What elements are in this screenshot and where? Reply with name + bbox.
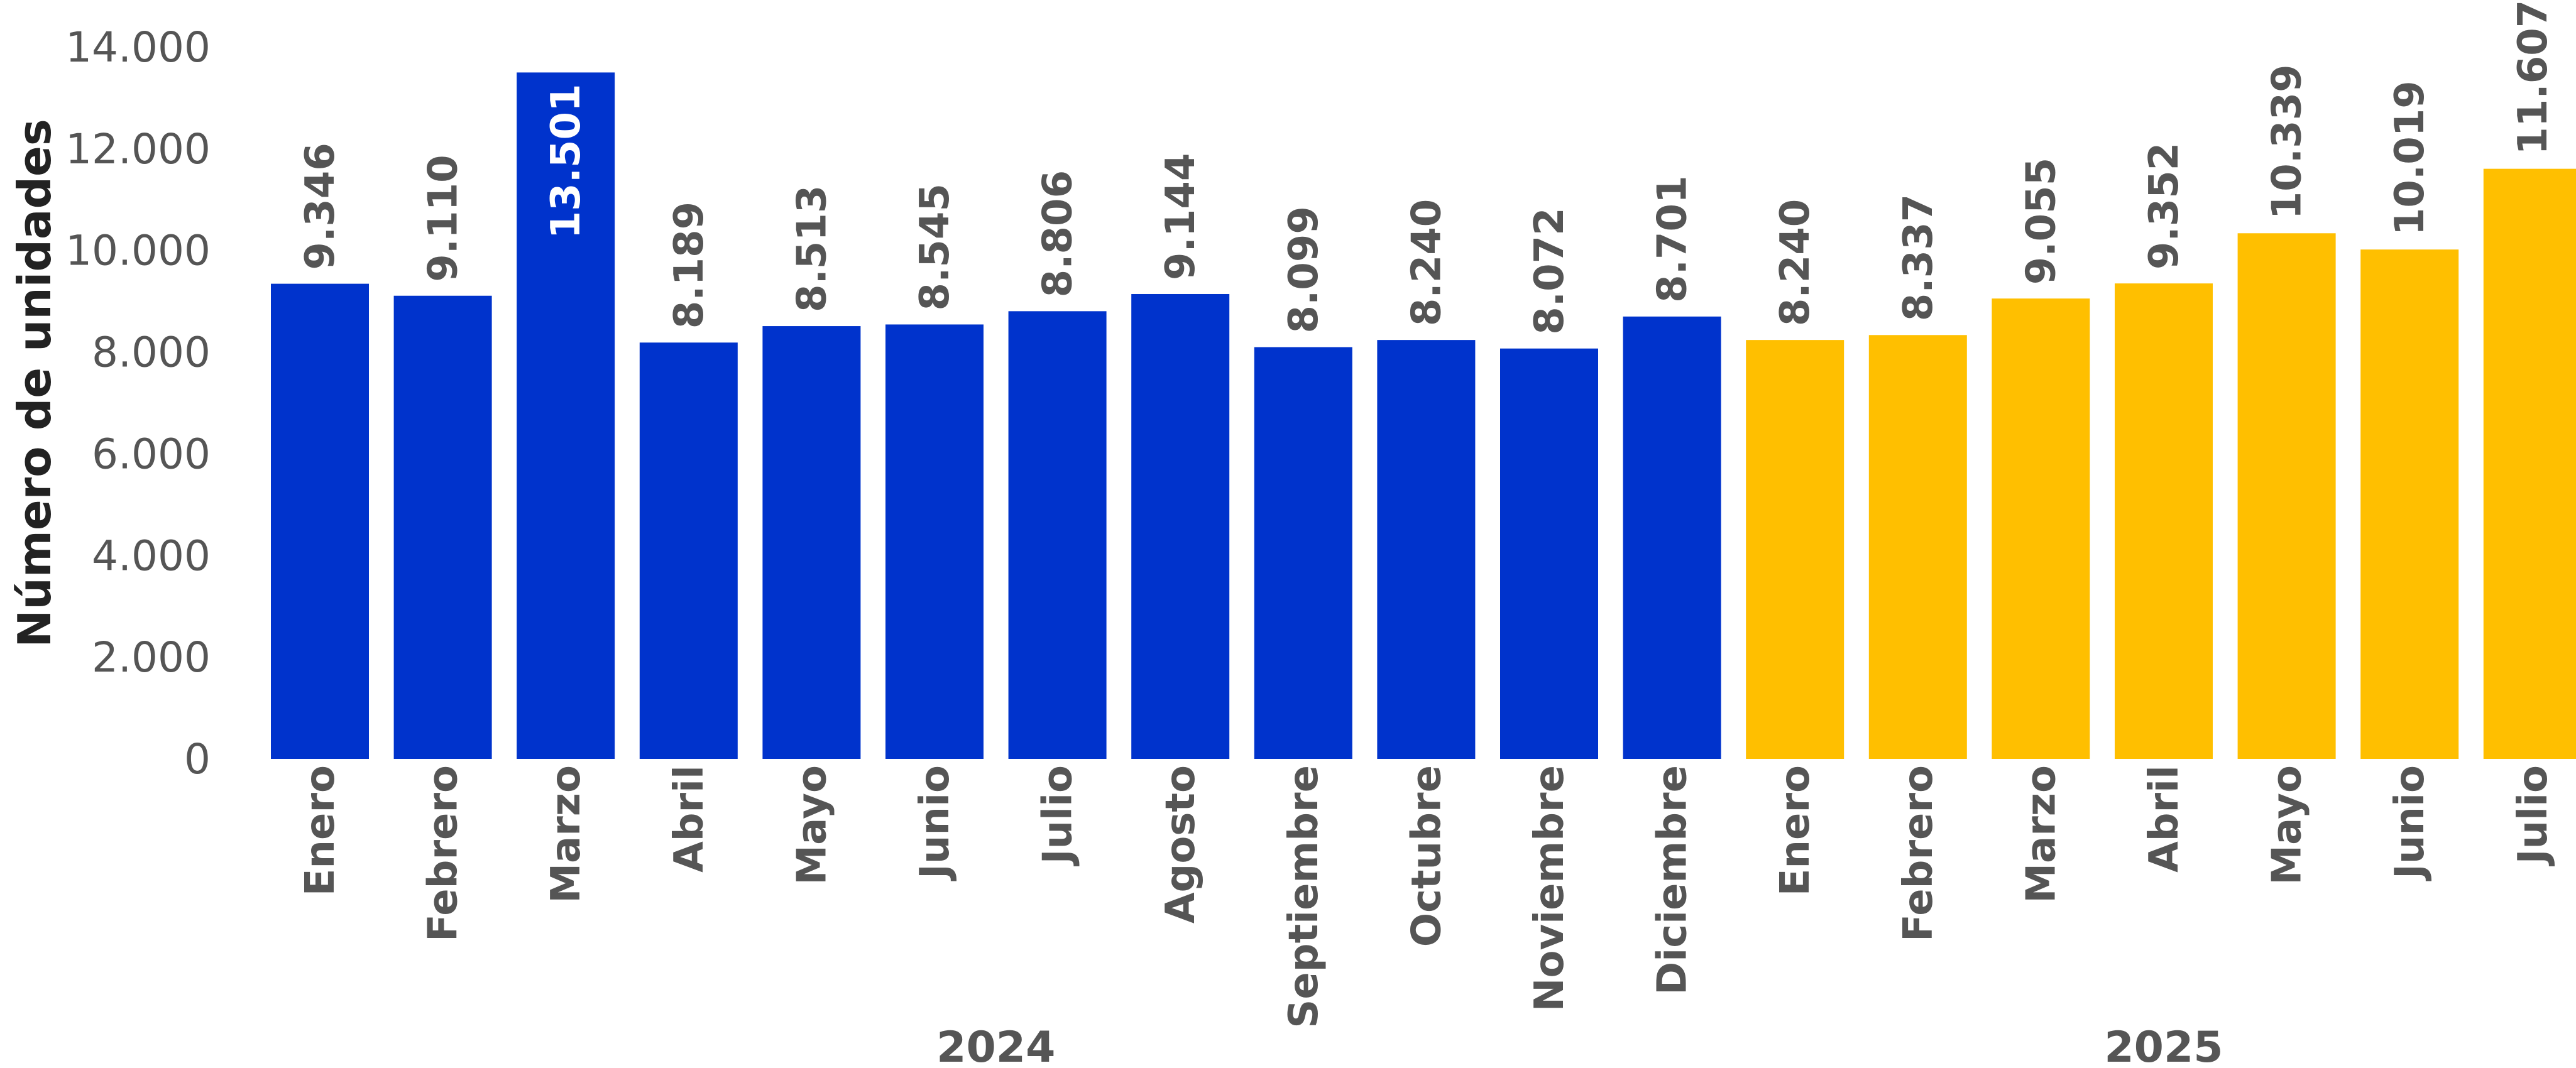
bar bbox=[639, 342, 738, 759]
x-tick-label: Marzo bbox=[543, 765, 589, 903]
bar bbox=[762, 326, 861, 759]
bar bbox=[1131, 293, 1230, 759]
bar bbox=[1008, 311, 1107, 759]
value-label: 9.110 bbox=[420, 155, 467, 281]
x-tick-label: Marzo bbox=[2018, 765, 2064, 903]
value-label: 9.346 bbox=[297, 143, 344, 270]
y-tick-label: 6.000 bbox=[92, 430, 211, 478]
bar bbox=[2483, 168, 2576, 759]
value-label: 9.144 bbox=[1158, 153, 1204, 280]
bar bbox=[2115, 283, 2213, 759]
value-label: 10.339 bbox=[2264, 64, 2311, 219]
value-label: 8.099 bbox=[1281, 206, 1327, 333]
value-label: 11.607 bbox=[2510, 0, 2557, 155]
y-tick-label: 4.000 bbox=[92, 531, 211, 580]
bar bbox=[1746, 340, 1844, 759]
value-label: 13.501 bbox=[543, 84, 589, 239]
x-axis-ticks: Enero Febrero Marzo Abril Mayo Junio Julio Agos… bbox=[297, 765, 2557, 1028]
bar bbox=[2237, 233, 2336, 759]
year-group-labels: 2024 2025 bbox=[936, 1023, 2223, 1068]
year-group-label: 2025 bbox=[2104, 1023, 2223, 1068]
bar bbox=[271, 283, 369, 759]
bar bbox=[1377, 340, 1476, 759]
x-tick-label: Febrero bbox=[420, 765, 467, 942]
value-label: 8.806 bbox=[1035, 170, 1082, 297]
y-tick-label: 2.000 bbox=[92, 633, 211, 682]
value-label: 8.545 bbox=[912, 183, 958, 310]
y-tick-label: 0 bbox=[184, 735, 211, 783]
value-label: 8.189 bbox=[666, 202, 713, 329]
x-tick-label: Enero bbox=[1772, 765, 1819, 896]
year-group-label: 2024 bbox=[936, 1023, 1055, 1068]
value-label: 10.019 bbox=[2387, 80, 2433, 236]
x-tick-label: Diciembre bbox=[1650, 765, 1696, 995]
bar bbox=[1868, 335, 1967, 759]
bar bbox=[517, 72, 615, 760]
x-tick-label: Mayo bbox=[2264, 765, 2311, 885]
x-tick-label: Febrero bbox=[1895, 765, 1942, 942]
bar bbox=[1500, 348, 1598, 759]
x-tick-label: Junio bbox=[912, 765, 958, 881]
x-tick-label: Junio bbox=[2387, 765, 2433, 881]
value-labels: 9.346 9.110 13.501 8.189 8.513 8.545 8.806 9.14… bbox=[297, 0, 2557, 335]
bar bbox=[1254, 347, 1352, 759]
value-label: 8.240 bbox=[1403, 199, 1450, 326]
x-tick-label: Julio bbox=[1035, 765, 1082, 866]
value-label: 8.701 bbox=[1650, 175, 1696, 302]
value-label: 9.352 bbox=[2141, 143, 2188, 270]
y-axis-ticks: 0 2.000 4.000 6.000 8.000 10.000 12.000 14.000 bbox=[65, 23, 211, 783]
x-tick-label: Abril bbox=[2141, 765, 2188, 873]
bar bbox=[1992, 298, 2090, 759]
x-tick-label: Mayo bbox=[789, 765, 835, 885]
y-axis-label: Número de unidades bbox=[8, 119, 61, 647]
bars bbox=[271, 72, 2576, 760]
value-label: 8.072 bbox=[1526, 207, 1573, 334]
x-tick-label: Enero bbox=[297, 765, 344, 896]
x-tick-label: Julio bbox=[2510, 765, 2557, 866]
y-tick-label: 12.000 bbox=[65, 125, 211, 173]
x-tick-label: Agosto bbox=[1158, 765, 1204, 924]
x-tick-label: Abril bbox=[666, 765, 713, 873]
y-tick-label: 10.000 bbox=[65, 227, 211, 275]
value-label: 8.513 bbox=[789, 185, 835, 312]
y-tick-label: 8.000 bbox=[92, 329, 211, 377]
bar bbox=[1623, 316, 1721, 759]
bar bbox=[393, 295, 492, 759]
x-tick-label: Octubre bbox=[1403, 765, 1450, 947]
bar bbox=[885, 324, 984, 759]
bar bbox=[2360, 249, 2459, 759]
x-tick-label: Septiembre bbox=[1281, 765, 1327, 1028]
value-label: 9.055 bbox=[2018, 158, 2064, 285]
value-label: 8.337 bbox=[1895, 194, 1942, 321]
value-label: 8.240 bbox=[1772, 199, 1819, 326]
x-tick-label: Noviembre bbox=[1526, 765, 1573, 1011]
y-tick-label: 14.000 bbox=[65, 23, 211, 72]
